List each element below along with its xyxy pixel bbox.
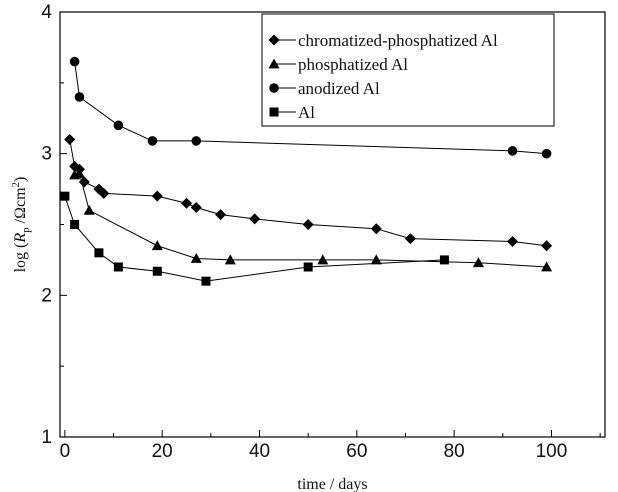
data-point [190, 202, 202, 213]
data-point [152, 266, 162, 276]
legend-marker [269, 83, 279, 93]
data-point [113, 120, 124, 131]
data-point [541, 148, 552, 159]
series-line [64, 196, 445, 282]
legend-marker [268, 34, 280, 46]
y-tick-label: 3 [41, 144, 52, 165]
series-circle [69, 56, 552, 159]
data-point [69, 56, 80, 67]
data-point [507, 236, 519, 247]
y-axis-title-middle: /Ωcm [12, 187, 29, 227]
data-point [73, 168, 85, 178]
x-tick-label: 20 [152, 441, 173, 462]
data-point [64, 134, 76, 145]
data-point [151, 240, 163, 251]
y-axis-title-prefix: log ( [12, 243, 29, 273]
data-point [190, 253, 202, 263]
y-tick-label: 1 [41, 427, 52, 448]
data-point [201, 276, 211, 286]
legend-label: chromatized-phosphatized Al [298, 31, 498, 50]
series-line [74, 172, 547, 268]
data-point [439, 255, 449, 265]
data-point [191, 136, 202, 146]
y-axis-title-superscript: 2 [10, 182, 22, 188]
data-point [151, 190, 163, 202]
legend: chromatized-phosphatized Al phosphatized … [261, 13, 555, 127]
data-point [404, 233, 416, 245]
data-point [249, 213, 261, 225]
data-point [113, 262, 123, 272]
x-axis-title: time / days [297, 476, 367, 492]
y-axis-title: log (Rp /Ωcm2) [10, 177, 32, 273]
x-tick-label: 80 [444, 441, 465, 462]
data-point [303, 262, 313, 272]
data-point [370, 223, 382, 235]
x-tick-label: 60 [346, 441, 367, 462]
legend-marker [268, 58, 280, 69]
series-layer [60, 56, 553, 286]
y-axis-title-suffix: ) [12, 177, 29, 182]
data-point [74, 92, 85, 102]
y-axis-title-subscript: p [20, 227, 32, 233]
series-triangle [69, 168, 553, 272]
data-point [302, 219, 314, 230]
y-tick-label: 2 [41, 285, 52, 306]
legend-box [261, 13, 555, 127]
y-axis: 1 2 3 4 [41, 2, 67, 448]
data-point [78, 176, 90, 188]
data-point [83, 204, 95, 215]
y-tick-label: 4 [41, 2, 52, 23]
legend-label: anodized Al [298, 79, 380, 98]
data-point [541, 240, 553, 252]
data-point [472, 257, 484, 268]
data-point [147, 136, 158, 146]
data-point [70, 220, 80, 229]
data-point [507, 146, 518, 156]
data-point [370, 254, 382, 265]
data-point [60, 191, 70, 201]
data-point [215, 209, 227, 221]
data-point [224, 254, 236, 265]
x-tick-label: 40 [249, 441, 270, 462]
series-square [60, 191, 449, 286]
data-point [541, 261, 553, 272]
data-point [317, 254, 329, 265]
data-point [181, 197, 193, 209]
series-diamond [64, 134, 553, 252]
x-axis: 0 20 40 60 80 100 [60, 430, 601, 462]
data-point [98, 187, 110, 199]
legend-label: phosphatized Al [298, 55, 408, 74]
legend-marker [269, 107, 279, 117]
y-axis-title-italic: R [12, 233, 29, 244]
x-tick-label: 0 [60, 441, 71, 462]
data-point [94, 248, 104, 258]
legend-label: Al [298, 103, 315, 122]
x-tick-label: 100 [536, 441, 568, 462]
